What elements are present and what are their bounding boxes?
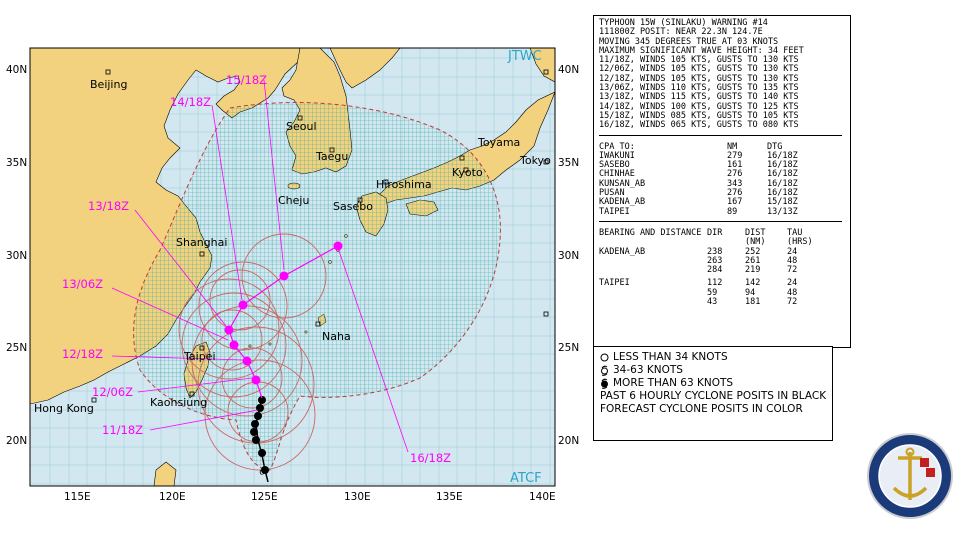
city-label: Tokyo [519, 154, 551, 167]
legend-panel: LESS THAN 34 KNOTS 34-63 KNOTS MORE THAN… [593, 346, 833, 441]
divider [599, 134, 842, 136]
forecast-time-label: 12/06Z [92, 385, 133, 399]
warning-line: 12/06Z, WINDS 105 KTS, GUSTS TO 130 KTS [599, 64, 799, 75]
open-circle-icon [600, 353, 609, 362]
forecast-time-label: 12/18Z [62, 347, 103, 361]
forecast-leader-lines [111, 79, 409, 453]
bearing-row: 263 261 48 [707, 255, 798, 266]
legend-item: MORE THAN 63 KNOTS [594, 377, 832, 390]
cpa-row: KADENA_AB 167 15/18Z [599, 197, 798, 208]
divider [599, 220, 842, 222]
forecast-time-label: 13/06Z [62, 277, 103, 291]
lon-label: 130E [344, 491, 371, 503]
city-label: Toyama [477, 136, 520, 149]
russia-coast [329, 48, 401, 89]
lat-label-left: 25N [6, 342, 27, 354]
bearing-row: TAIPEI 112 142 24 [599, 278, 798, 289]
forecast-time-label: 16/18Z [410, 451, 451, 465]
warning-line: 14/18Z, WINDS 100 KTS, GUSTS TO 125 KTS [599, 101, 799, 112]
lon-label: 115E [64, 491, 91, 503]
forecast-time-label: 11/18Z [102, 423, 143, 437]
city-label: Sasebo [333, 200, 373, 213]
legend-item: 34-63 KNOTS [594, 364, 832, 377]
map-frame [29, 47, 556, 487]
city-label: Hiroshima [376, 178, 432, 191]
bearing-row: KADENA_AB 238 252 24 [599, 246, 798, 257]
forecast-time-label: 15/18Z [226, 73, 267, 87]
warning-line: MAXIMUM SIGNIFICANT WAVE HEIGHT: 34 FEET [599, 45, 804, 56]
city-label: Cheju [278, 194, 309, 207]
city-label: Kyoto [452, 166, 483, 179]
warning-line: 13/06Z, WINDS 110 KTS, GUSTS TO 135 KTS [599, 83, 799, 94]
lon-label: 125E [251, 491, 278, 503]
lat-label-left: 35N [6, 157, 27, 169]
forecast-time-label: 14/18Z [170, 95, 211, 109]
warning-line: 15/18Z, WINDS 085 KTS, GUSTS TO 105 KTS [599, 110, 799, 121]
city-label: Naha [322, 330, 351, 343]
forecast-time-label: 13/18Z [88, 199, 129, 213]
lat-label-left: 20N [6, 435, 27, 447]
cpa-row: TAIPEI 89 13/13Z [599, 206, 798, 217]
bearing-row: 284 219 72 [707, 265, 798, 276]
agency-label-bottom: ATCF [510, 471, 542, 486]
lat-label-left: 40N [6, 64, 27, 76]
warning-line: 13/18Z, WINDS 115 KTS, GUSTS TO 140 KTS [599, 92, 799, 103]
warning-line: 16/18Z, WINDS 065 KTS, GUSTS TO 080 KTS [599, 120, 799, 131]
lat-label-right: 25N [558, 342, 579, 354]
lat-label-right: 40N [558, 64, 579, 76]
city-markers [91, 69, 549, 403]
bearing-header-units: (NM) (HRS) [745, 237, 813, 248]
lon-label: 120E [159, 491, 186, 503]
city-label: Hong Kong [34, 402, 94, 415]
cpa-row: IWAKUNI 279 16/18Z [599, 150, 798, 161]
cpa-row: PUSAN 276 16/18Z [599, 188, 798, 199]
filled-cyclone-icon [601, 378, 608, 389]
bearing-row: 43 181 72 [707, 297, 798, 308]
cyclone-symbol-icon [601, 365, 608, 376]
forecast-positions [224, 241, 343, 385]
city-label: Seoul [286, 120, 317, 133]
warning-line: TYPHOON 15W (SINLAKU) WARNING #14 [599, 18, 768, 28]
lat-label-right: 35N [558, 157, 579, 169]
lat-label-left: 30N [6, 250, 27, 262]
warning-line: 111800Z POSIT: NEAR 22.3N 124.7E [599, 27, 763, 38]
lon-label: 135E [436, 491, 463, 503]
city-label: Kaohsiung [150, 396, 207, 409]
lon-label: 140E [529, 491, 556, 503]
agency-label-top: JTWC [507, 49, 542, 64]
lat-label-right: 20N [558, 435, 579, 447]
city-label: Shanghai [176, 236, 227, 249]
warning-line: 12/18Z, WINDS 105 KTS, GUSTS TO 130 KTS [599, 73, 799, 84]
bearing-row: 59 94 48 [707, 287, 798, 298]
cpa-row: CHINHAE 276 16/18Z [599, 169, 798, 180]
jtwc-seal [867, 433, 953, 519]
luzon [153, 461, 177, 486]
cpa-header: CPA TO: NM DTG [599, 141, 783, 152]
legend-item: PAST 6 HOURLY CYCLONE POSITS IN BLACK [600, 390, 827, 402]
hokkaido [529, 48, 555, 83]
cpa-row: KUNSAN_AB 343 16/18Z [599, 178, 798, 189]
warning-panel: TYPHOON 15W (SINLAKU) WARNING #14 111800… [593, 15, 851, 348]
bearing-header: BEARING AND DISTANCE DIR DIST TAU [599, 227, 803, 238]
city-label: Taegu [315, 150, 348, 163]
legend-item: LESS THAN 34 KNOTS [594, 351, 832, 364]
legend-item: FORECAST CYCLONE POSITS IN COLOR [600, 403, 803, 415]
lat-label-right: 30N [558, 250, 579, 262]
city-label: Beijing [90, 78, 127, 91]
cpa-row: SASEBO 161 16/18Z [599, 160, 798, 171]
warning-line: 11/18Z, WINDS 105 KTS, GUSTS TO 130 KTS [599, 55, 799, 66]
city-label: Taipei [183, 350, 216, 363]
warning-line: MOVING 345 DEGREES TRUE AT 03 KNOTS [599, 36, 779, 47]
